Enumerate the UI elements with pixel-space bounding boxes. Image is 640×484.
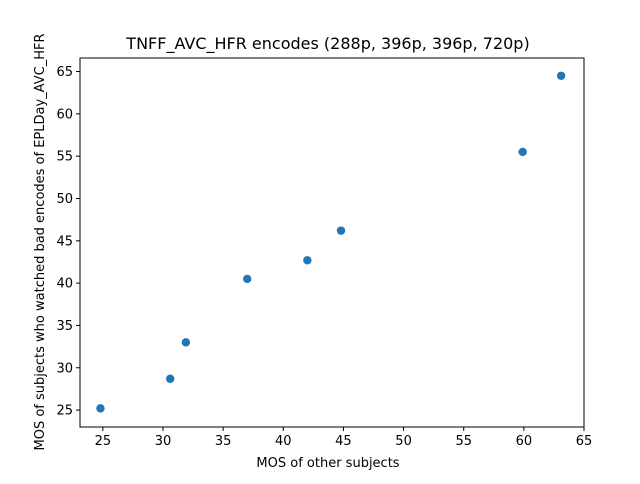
x-tick-label: 35 (215, 434, 232, 449)
data-point-1 (96, 404, 105, 413)
data-point-8 (556, 71, 566, 80)
x-axis-label: MOS of other subjects (256, 456, 399, 471)
data-point-4 (242, 274, 252, 284)
data-point-3 (181, 338, 191, 347)
data-point-7 (518, 147, 527, 157)
x-tick-label: 30 (155, 434, 172, 449)
y-tick-label: 35 (56, 319, 73, 334)
x-tick-label: 60 (516, 434, 533, 449)
y-tick-label: 45 (56, 234, 73, 249)
x-tick-label: 40 (275, 434, 292, 449)
data-point-2 (166, 374, 175, 383)
y-tick-label: 40 (56, 277, 73, 292)
y-tick-label: 50 (56, 192, 73, 207)
x-tick-label: 55 (455, 434, 472, 449)
y-axis-ticks: 25 30 35 40 45 50 55 60 65 (56, 65, 80, 419)
y-tick-label: 55 (56, 150, 73, 165)
x-tick-label: 65 (576, 434, 593, 449)
x-tick-label: 45 (335, 434, 352, 449)
data-point-5 (303, 256, 312, 265)
y-tick-label: 25 (56, 404, 73, 419)
data-point-6 (336, 226, 346, 235)
plot-area-frame (79, 57, 585, 428)
x-axis-ticks: 25 30 35 40 45 50 55 60 65 (95, 427, 593, 449)
x-tick-label: 25 (95, 434, 112, 449)
y-axis-label: MOS of subjects who watched bad encodes … (33, 34, 48, 451)
y-tick-label: 65 (56, 65, 73, 80)
x-tick-label: 50 (395, 434, 412, 449)
y-tick-label: 30 (56, 361, 73, 376)
y-tick-label: 60 (56, 107, 73, 122)
chart-title: TNFF_AVC_HFR encodes (288p, 396p, 396p, … (125, 34, 529, 54)
data-points (96, 71, 566, 413)
